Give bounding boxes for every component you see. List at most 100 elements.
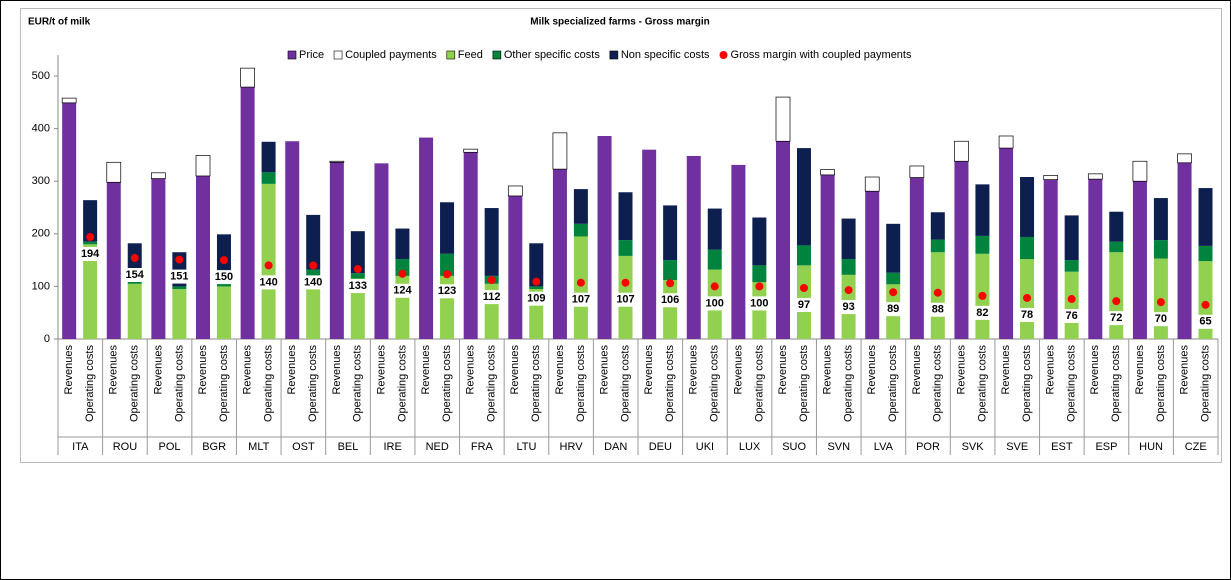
x-tick-label: ESP [1095, 441, 1117, 453]
data-label: 100 [750, 297, 768, 309]
bar-label: Operating costs [1199, 345, 1211, 423]
bar-segment [752, 217, 767, 266]
bar-segment [752, 282, 767, 339]
margin-dot [799, 283, 808, 292]
legend-label: Non specific costs [621, 49, 710, 61]
margin-dot [532, 277, 541, 286]
bar-segment [1198, 188, 1213, 246]
x-tick-label: IRE [383, 441, 401, 453]
margin-dot [264, 261, 273, 270]
bar-label: Revenues [375, 345, 387, 395]
bar-label: Operating costs [262, 345, 274, 423]
y-tick-label: 100 [32, 280, 50, 292]
data-label-bg [836, 300, 861, 315]
margin-dot [1112, 297, 1121, 306]
data-label-bg [568, 292, 593, 307]
bar-segment [1177, 162, 1192, 339]
x-tick-label: SVN [827, 441, 850, 453]
bar-segment [686, 155, 701, 339]
bar-segment [83, 241, 98, 245]
bar-label: Operating costs [84, 345, 96, 423]
margin-dot [755, 282, 764, 291]
bar-label: Operating costs [932, 345, 944, 423]
bar-segment [752, 265, 767, 283]
data-label: 88 [932, 304, 944, 316]
legend-marker [719, 51, 728, 59]
x-tick-label: HUN [1139, 441, 1163, 453]
bar-label: Operating costs [1155, 345, 1167, 423]
data-label-bg [524, 291, 549, 306]
bar-label: Operating costs [530, 345, 542, 423]
bar-segment [306, 214, 321, 270]
bar-label: Revenues [420, 345, 432, 395]
bar-segment [999, 148, 1014, 339]
bar-segment [1153, 240, 1168, 259]
bar-label: Operating costs [441, 345, 453, 423]
data-label: 140 [304, 276, 322, 288]
bar-label: Revenues [688, 345, 700, 395]
bar-label: Operating costs [486, 345, 498, 423]
x-tick-label: OST [292, 441, 315, 453]
bar-label: Operating costs [129, 345, 141, 423]
bar-segment [707, 208, 722, 250]
data-label: 150 [215, 271, 233, 283]
bar-label: Revenues [152, 345, 164, 395]
data-label: 78 [1021, 309, 1033, 321]
bar-segment [62, 102, 77, 340]
bar-label: Operating costs [352, 345, 364, 423]
data-label: 151 [170, 270, 188, 282]
bar-segment [552, 169, 567, 339]
data-label: 82 [976, 307, 988, 319]
data-label-bg [211, 270, 236, 285]
legend-label: Other specific costs [504, 49, 600, 61]
bar-segment [261, 141, 276, 173]
data-label: 107 [616, 294, 634, 306]
data-label-bg [881, 302, 906, 317]
x-tick-label: SVE [1006, 441, 1028, 453]
bar-segment [350, 273, 365, 279]
x-tick-label: EST [1051, 441, 1073, 453]
bar-segment [1109, 252, 1124, 339]
margin-dot [86, 232, 95, 241]
bar-segment [106, 182, 121, 339]
bar-segment [841, 259, 856, 275]
bar-segment [1043, 179, 1058, 339]
bar-segment [1198, 245, 1213, 262]
data-label: 109 [527, 293, 545, 305]
legend-swatch [333, 50, 343, 60]
bar-label: Operating costs [753, 345, 765, 423]
margin-dot [398, 269, 407, 278]
bar-segment [240, 87, 255, 339]
data-label: 97 [798, 299, 810, 311]
y-tick-label: 400 [32, 123, 50, 135]
data-label-bg [1059, 309, 1084, 324]
margin-dot [576, 278, 585, 287]
x-tick-label: SVK [962, 441, 985, 453]
bar-segment [930, 212, 945, 240]
bar-label: Operating costs [842, 345, 854, 423]
bar-segment [820, 169, 835, 176]
bar-label: Operating costs [1066, 345, 1078, 423]
bar-segment [975, 184, 990, 236]
bar-segment [329, 162, 344, 339]
data-label-bg [479, 290, 504, 305]
bar-segment [484, 208, 499, 276]
y-tick-label: 300 [32, 175, 50, 187]
bar-label: Revenues [509, 345, 521, 395]
bar-segment [573, 236, 588, 339]
bar-segment [975, 235, 990, 254]
data-label: 154 [126, 269, 145, 281]
bar-segment [172, 289, 187, 339]
bar-segment [172, 286, 187, 290]
bar-segment [127, 283, 142, 339]
margin-dot [844, 286, 853, 295]
x-tick-label: DAN [604, 441, 627, 453]
x-tick-label: DEU [649, 441, 672, 453]
bar-segment [796, 148, 811, 246]
data-label: 112 [483, 291, 501, 303]
data-label: 133 [349, 280, 367, 292]
bar-segment [573, 189, 588, 224]
bar-segment [395, 228, 410, 260]
margin-dot [978, 291, 987, 300]
